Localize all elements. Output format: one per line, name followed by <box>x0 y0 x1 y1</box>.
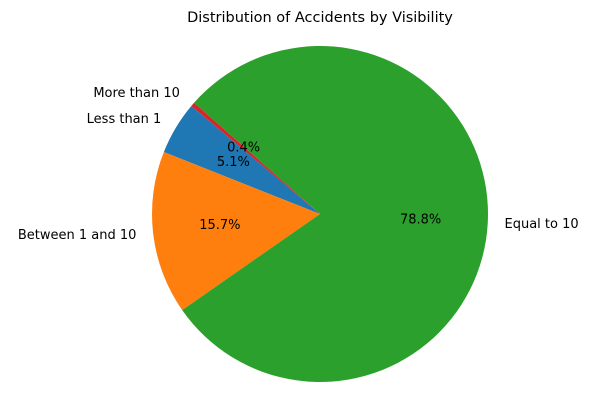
pie-labels: Less than 1 5.1% Between 1 and 10 15.7% Equa… <box>18 86 579 243</box>
pie-slice-equal-to-10 <box>182 45 489 382</box>
pie-slice-more-than-10 <box>191 102 320 214</box>
pie-slice-between-1-and-10 <box>152 152 320 311</box>
pie-slices <box>152 45 489 382</box>
slice-label-between-1-and-10: Between 1 and 10 <box>18 228 137 243</box>
percent-label-between-1-and-10: 15.7% <box>199 218 240 233</box>
chart-title: Distribution of Accidents by Visibility <box>187 10 453 26</box>
pie-slice-less-than-1 <box>163 106 320 214</box>
slice-label-more-than-10: More than 10 <box>93 86 180 101</box>
slice-label-equal-to-10: Equal to 10 <box>505 217 579 232</box>
percent-label-equal-to-10: 78.8% <box>400 212 441 227</box>
percent-label-less-than-1: 5.1% <box>217 155 250 170</box>
slice-label-less-than-1: Less than 1 <box>87 112 162 127</box>
percent-label-more-than-10: 0.4% <box>227 141 260 156</box>
